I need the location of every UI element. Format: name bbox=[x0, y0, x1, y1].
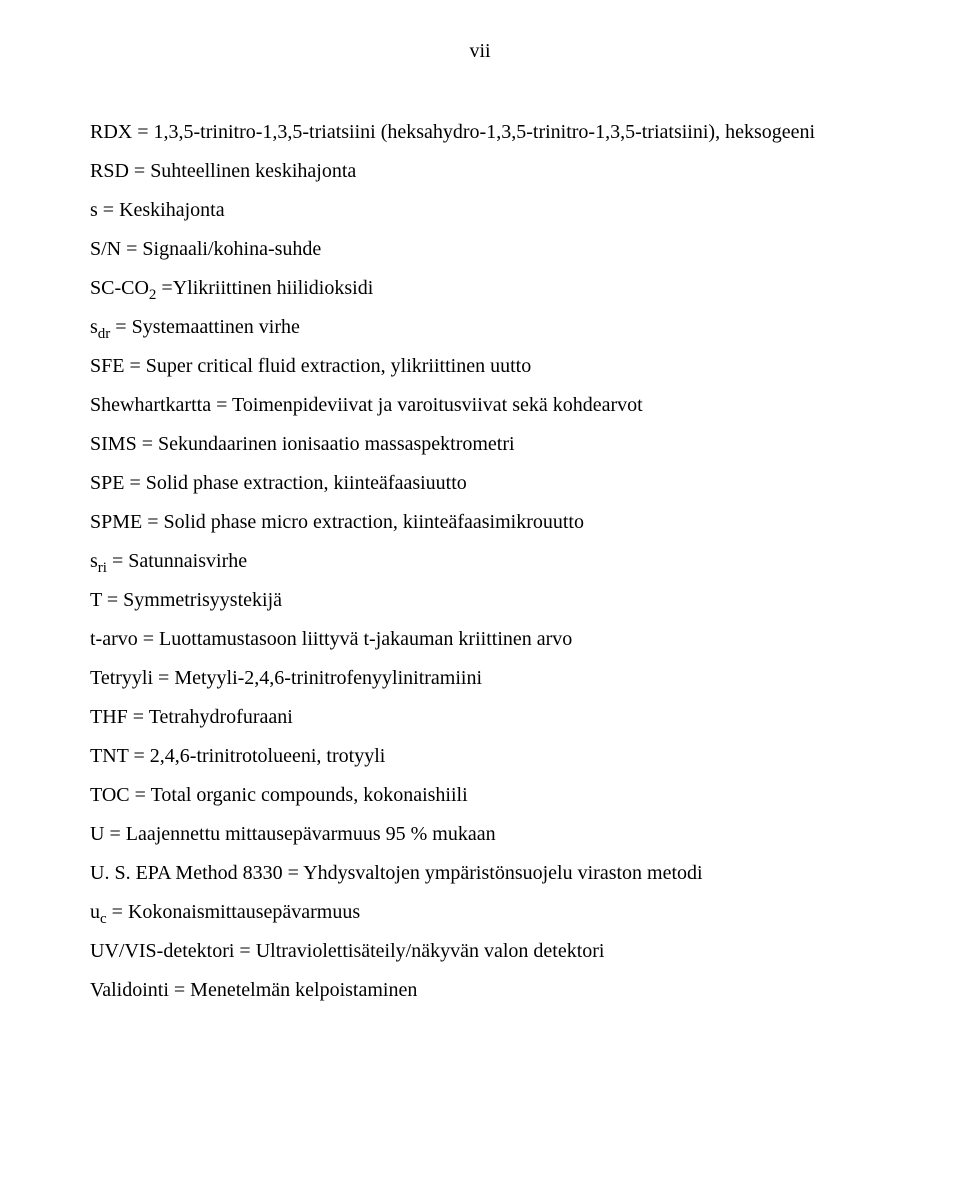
definition-text: 1,3,5-trinitro-1,3,5-triatsiini (heksahy… bbox=[154, 121, 816, 143]
definition-separator: = bbox=[169, 979, 190, 1001]
definition-term: t-arvo bbox=[90, 628, 138, 650]
definition-text: Satunnaisvirhe bbox=[128, 550, 247, 572]
definition-term: RSD bbox=[90, 160, 129, 182]
definition-separator: = bbox=[211, 394, 232, 416]
definition-text: Metyyli-2,4,6-trinitrofenyylinitramiini bbox=[174, 667, 482, 689]
definition-term: U. S. EPA Method 8330 bbox=[90, 862, 283, 884]
definition-line: TNT = 2,4,6-trinitrotolueeni, trotyyli bbox=[90, 737, 870, 776]
definition-separator: = bbox=[137, 433, 158, 455]
definition-line: TOC = Total organic compounds, kokonaish… bbox=[90, 776, 870, 815]
definition-line: SPE = Solid phase extraction, kiinteäfaa… bbox=[90, 464, 870, 503]
definition-separator: = bbox=[128, 706, 149, 728]
definition-separator: = bbox=[104, 823, 125, 845]
definition-line: RSD = Suhteellinen keskihajonta bbox=[90, 152, 870, 191]
definition-text: Suhteellinen keskihajonta bbox=[150, 160, 356, 182]
definition-line: SFE = Super critical fluid extraction, y… bbox=[90, 347, 870, 386]
definition-separator: = bbox=[234, 940, 255, 962]
definition-text: Toimenpideviivat ja varoitusviivat sekä … bbox=[232, 394, 643, 416]
definition-line: U = Laajennettu mittausepävarmuus 95 % m… bbox=[90, 815, 870, 854]
definition-term: U bbox=[90, 823, 104, 845]
definition-text: Laajennettu mittausepävarmuus 95 % mukaa… bbox=[126, 823, 496, 845]
definition-text: Solid phase extraction, kiinteäfaasiuutt… bbox=[146, 472, 467, 494]
definition-text: Systemaattinen virhe bbox=[132, 316, 300, 338]
definition-separator: = bbox=[107, 550, 128, 572]
definition-line: Shewhartkartta = Toimenpideviivat ja var… bbox=[90, 386, 870, 425]
definition-line: THF = Tetrahydrofuraani bbox=[90, 698, 870, 737]
definition-text: Menetelmän kelpoistaminen bbox=[190, 979, 417, 1001]
definition-term: RDX bbox=[90, 121, 132, 143]
definition-separator: = bbox=[110, 316, 131, 338]
document-page: vii RDX = 1,3,5-trinitro-1,3,5-triatsiin… bbox=[0, 0, 960, 1050]
definition-line: s = Keskihajonta bbox=[90, 191, 870, 230]
definition-separator: = bbox=[124, 355, 145, 377]
definition-separator: = bbox=[132, 121, 153, 143]
definition-line: SC-CO2 =Ylikriittinen hiilidioksidi bbox=[90, 269, 870, 308]
definition-text: Total organic compounds, kokonaishiili bbox=[151, 784, 468, 806]
definition-term: SC-CO2 bbox=[90, 277, 156, 299]
definition-term: T bbox=[90, 589, 102, 611]
definition-separator: = bbox=[98, 199, 119, 221]
definition-separator: = bbox=[102, 589, 123, 611]
definition-separator: = bbox=[129, 160, 150, 182]
definition-term: uc bbox=[90, 901, 107, 923]
definition-term: SPE bbox=[90, 472, 124, 494]
definition-separator: = bbox=[153, 667, 174, 689]
definition-line: T = Symmetrisyystekijä bbox=[90, 581, 870, 620]
definition-term: S/N bbox=[90, 238, 121, 260]
definition-term: s bbox=[90, 199, 98, 221]
definition-term: Validointi bbox=[90, 979, 169, 1001]
definition-term: SIMS bbox=[90, 433, 137, 455]
definition-term: THF bbox=[90, 706, 128, 728]
definition-term: SFE bbox=[90, 355, 124, 377]
definition-text: Luottamustasoon liittyvä t-jakauman krii… bbox=[159, 628, 572, 650]
definitions-list: RDX = 1,3,5-trinitro-1,3,5-triatsiini (h… bbox=[90, 113, 870, 1010]
definition-term: TNT bbox=[90, 745, 129, 767]
definition-line: U. S. EPA Method 8330 = Yhdysvaltojen ym… bbox=[90, 854, 870, 893]
definition-line: sdr = Systemaattinen virhe bbox=[90, 308, 870, 347]
definition-term: TOC bbox=[90, 784, 130, 806]
definition-line: Tetryyli = Metyyli-2,4,6-trinitrofenyyli… bbox=[90, 659, 870, 698]
definition-separator: = bbox=[129, 745, 150, 767]
definition-text: Keskihajonta bbox=[119, 199, 225, 221]
definition-line: sri = Satunnaisvirhe bbox=[90, 542, 870, 581]
page-number: vii bbox=[90, 40, 870, 63]
definition-text: Tetrahydrofuraani bbox=[149, 706, 293, 728]
definition-line: UV/VIS-detektori = Ultraviolettisäteily/… bbox=[90, 932, 870, 971]
definition-text: Sekundaarinen ionisaatio massaspektromet… bbox=[158, 433, 515, 455]
definition-text: Yhdysvaltojen ympäristönsuojelu viraston… bbox=[303, 862, 702, 884]
definition-line: SIMS = Sekundaarinen ionisaatio massaspe… bbox=[90, 425, 870, 464]
definition-text: Solid phase micro extraction, kiinteäfaa… bbox=[164, 511, 584, 533]
definition-separator: = bbox=[142, 511, 163, 533]
definition-separator: = bbox=[130, 784, 151, 806]
definition-text: Signaali/kohina-suhde bbox=[142, 238, 321, 260]
definition-term: SPME bbox=[90, 511, 142, 533]
definition-line: S/N = Signaali/kohina-suhde bbox=[90, 230, 870, 269]
definition-line: uc = Kokonaismittausepävarmuus bbox=[90, 893, 870, 932]
definition-term: Shewhartkartta bbox=[90, 394, 211, 416]
definition-term: sdr bbox=[90, 316, 110, 338]
definition-text: Kokonaismittausepävarmuus bbox=[128, 901, 360, 923]
definition-separator: = bbox=[138, 628, 159, 650]
definition-text: Super critical fluid extraction, ylikrii… bbox=[146, 355, 531, 377]
definition-separator: = bbox=[283, 862, 304, 884]
definition-line: Validointi = Menetelmän kelpoistaminen bbox=[90, 971, 870, 1010]
definition-line: SPME = Solid phase micro extraction, kii… bbox=[90, 503, 870, 542]
definition-term: Tetryyli bbox=[90, 667, 153, 689]
definition-text: Ultraviolettisäteily/näkyvän valon detek… bbox=[256, 940, 605, 962]
definition-separator: = bbox=[107, 901, 128, 923]
definition-separator: = bbox=[124, 472, 145, 494]
definition-separator: = bbox=[121, 238, 142, 260]
definition-line: t-arvo = Luottamustasoon liittyvä t-jaka… bbox=[90, 620, 870, 659]
definition-line: RDX = 1,3,5-trinitro-1,3,5-triatsiini (h… bbox=[90, 113, 870, 152]
definition-separator: = bbox=[156, 277, 172, 299]
definition-text: Symmetrisyystekijä bbox=[123, 589, 282, 611]
definition-text: Ylikriittinen hiilidioksidi bbox=[173, 277, 374, 299]
definition-term: sri bbox=[90, 550, 107, 572]
definition-term: UV/VIS-detektori bbox=[90, 940, 234, 962]
definition-text: 2,4,6-trinitrotolueeni, trotyyli bbox=[150, 745, 386, 767]
